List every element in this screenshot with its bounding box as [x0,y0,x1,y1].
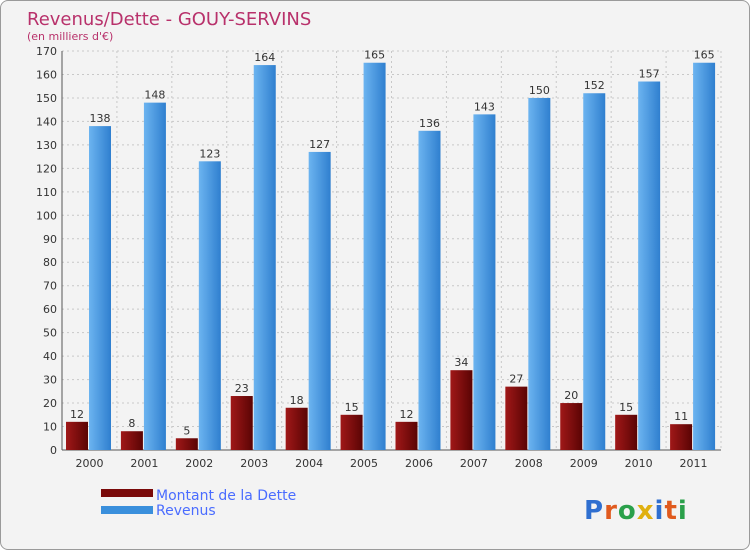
data-label: 157 [639,68,660,81]
chart-title: Revenus/Dette - GOUY-SERVINS [27,9,311,30]
data-label: 12 [400,408,414,421]
bar-revenus [473,114,496,450]
bar-revenus [308,151,331,450]
legend-swatch-revenus [101,506,153,514]
x-tick-label: 2001 [130,457,158,470]
logo-letter: o [618,496,637,526]
data-label: 150 [529,84,550,97]
y-tick-label: 90 [43,233,57,246]
bar-dette [175,438,198,450]
data-label: 164 [254,51,275,64]
y-tick-label: 120 [36,162,57,175]
data-label: 11 [674,410,688,423]
data-label: 148 [144,89,165,102]
x-tick-label: 2008 [515,457,543,470]
bar-dette [450,370,473,450]
data-label: 143 [474,100,495,113]
y-tick-label: 70 [43,280,57,293]
bar-revenus [253,65,276,451]
bar-revenus [638,81,661,450]
data-label: 165 [364,49,385,62]
data-label: 18 [290,394,304,407]
data-label: 152 [584,79,605,92]
bar-revenus [528,97,551,451]
proxiti-logo-text: Proxiti [584,496,688,526]
data-label: 165 [694,49,715,62]
data-label: 123 [199,147,220,160]
bar-dette [560,403,583,450]
legend-label-revenus: Revenus [156,503,216,519]
y-tick-label: 30 [43,374,57,387]
chart-subtitle: (en milliers d'€) [27,30,113,43]
bar-dette [285,407,308,450]
data-label: 8 [128,417,135,430]
bar-dette [66,421,88,450]
data-label: 34 [454,356,468,369]
logo-letter: t [664,496,677,526]
x-tick-label: 2000 [75,457,103,470]
logo-letter: x [637,496,655,526]
bar-dette [615,414,638,450]
y-tick-label: 0 [50,444,57,457]
bars [66,62,716,451]
bar-revenus [143,102,166,451]
y-tick-label: 160 [36,68,57,81]
data-label: 136 [419,117,440,130]
x-tick-label: 2003 [240,457,268,470]
data-label: 127 [309,138,330,151]
x-tick-label: 2009 [570,457,598,470]
labels: 12 138 2000 8 148 2001 5 123 2002 23 164 2003 18 127 2… [70,49,715,470]
x-tick-label: 2007 [460,457,488,470]
data-label: 15 [619,401,633,414]
bar-revenus [583,93,606,450]
y-tick-label: 150 [36,92,57,105]
data-label: 23 [235,382,249,395]
bar-dette [670,424,693,450]
data-label: 12 [70,408,84,421]
y-tick-label: 80 [43,256,57,269]
y-tick-label: 170 [36,45,57,58]
x-tick-label: 2004 [295,457,323,470]
bar-revenus [89,126,111,450]
y-tick-label: 100 [36,209,57,222]
logo-letter: P [584,496,604,526]
x-tick-label: 2002 [185,457,213,470]
logo-letter: i [678,496,688,526]
y-tick-label: 110 [36,186,57,199]
legend-label-debt: Montant de la Dette [156,488,296,504]
y-tick-label: 10 [43,421,57,434]
bar-dette [395,421,418,450]
proxiti-logo: Proxiti [584,496,688,526]
bar-revenus [363,62,386,451]
data-label: 27 [509,373,523,386]
y-tick-label: 60 [43,303,57,316]
data-label: 138 [90,112,111,125]
grid: 0 10 20 30 40 50 60 70 80 90 100 110 120 130 140 150 160… [36,45,722,457]
y-tick-label: 40 [43,350,57,363]
y-tick-label: 130 [36,139,57,152]
y-tick-label: 140 [36,115,57,128]
data-label: 5 [183,424,190,437]
bar-dette [230,396,253,450]
bar-dette [505,386,528,450]
x-tick-label: 2006 [405,457,433,470]
x-tick-label: 2005 [350,457,378,470]
logo-letter: r [604,496,618,526]
bar-revenus [418,130,441,451]
y-tick-label: 50 [43,327,57,340]
data-label: 15 [345,401,359,414]
bar-dette [340,414,363,450]
legend-swatch-debt [101,489,153,497]
x-tick-label: 2011 [680,457,708,470]
y-tick-label: 20 [43,397,57,410]
bar-revenus [693,62,716,451]
x-tick-label: 2010 [625,457,653,470]
bar-dette [120,431,143,450]
bar-revenus [198,161,221,450]
legend: Montant de la Dette Revenus [101,488,296,519]
data-label: 20 [564,389,578,402]
logo-letter: i [655,496,665,526]
